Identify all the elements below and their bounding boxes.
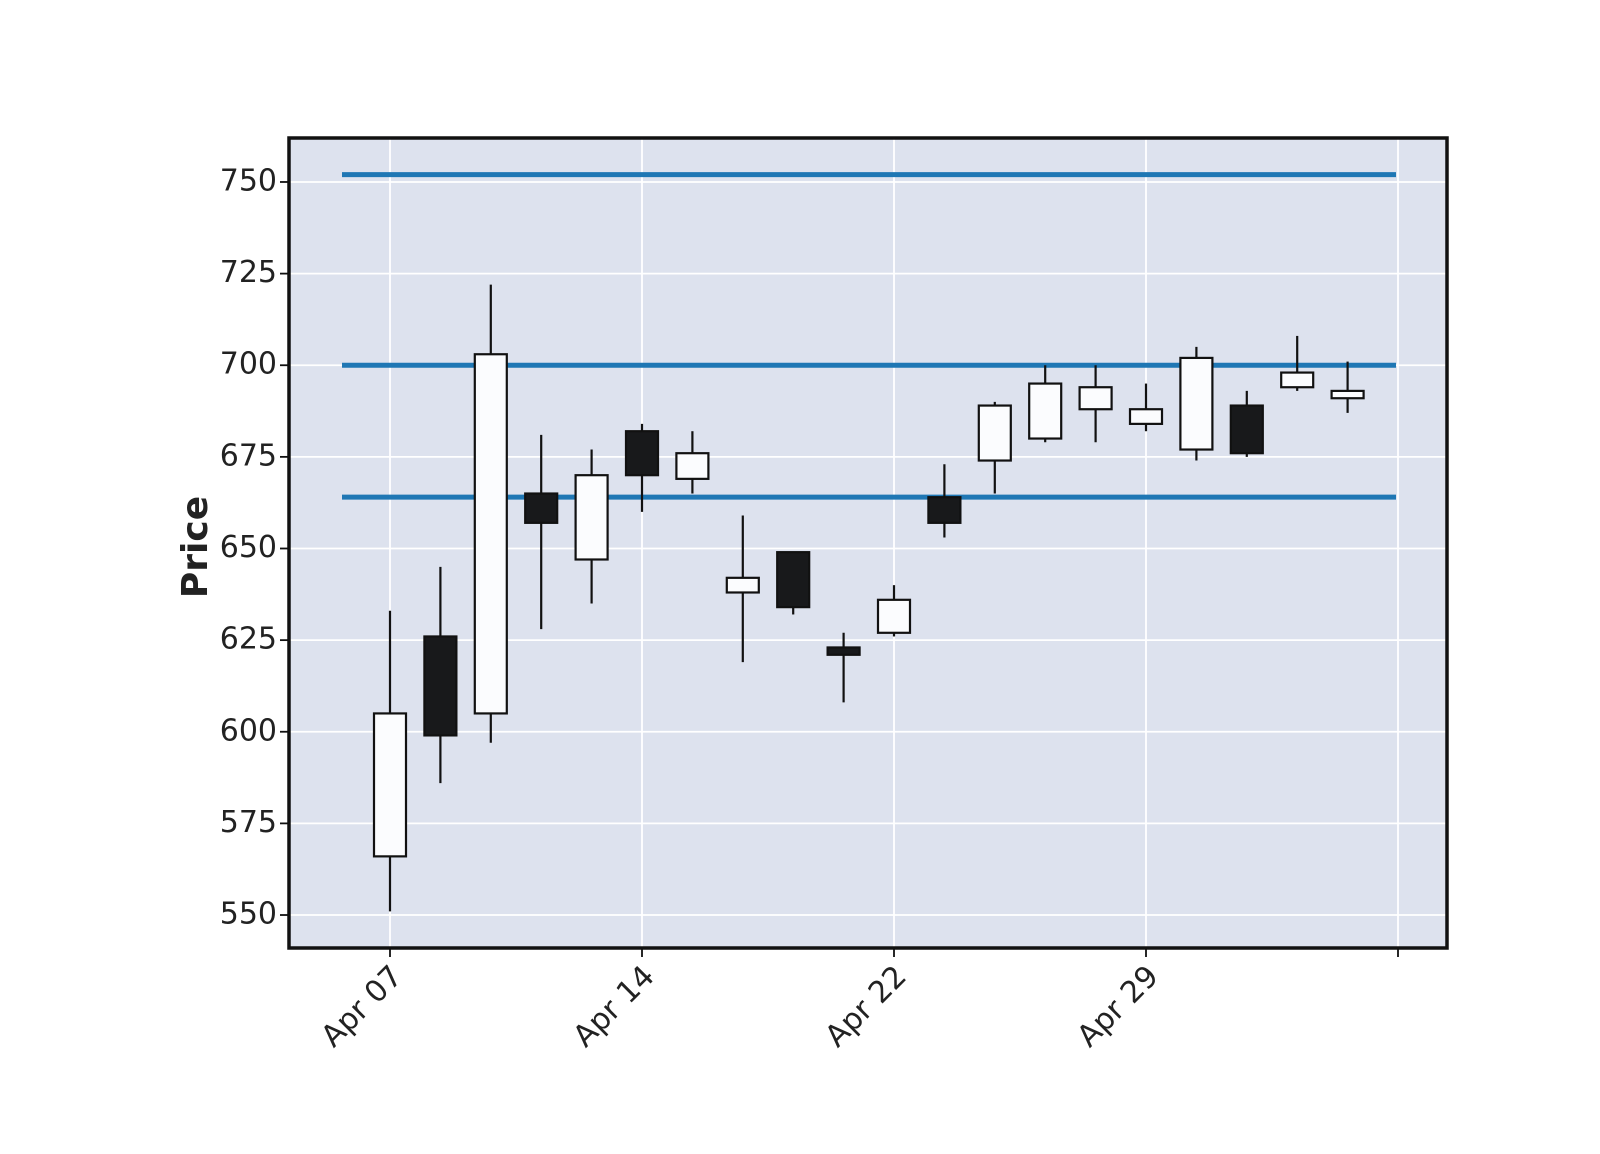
candle	[1179, 346, 1214, 461]
y-tick-label: 650	[220, 530, 277, 565]
y-tick-label: 575	[220, 805, 277, 840]
y-tick-label: 700	[220, 347, 277, 382]
candle	[1330, 361, 1365, 413]
candle-body-up	[1330, 389, 1365, 400]
candle-body-down	[927, 496, 962, 524]
candle-body-up	[473, 353, 508, 715]
candle	[1280, 335, 1315, 391]
candle	[1078, 365, 1113, 443]
candle-body-down	[776, 551, 811, 609]
candle-body-down	[423, 635, 458, 737]
candle	[473, 284, 508, 743]
candle	[776, 551, 811, 615]
candle-body-down	[1229, 404, 1264, 455]
candle-body-up	[1028, 382, 1063, 440]
candle-body-up	[574, 474, 609, 561]
candle-body-up	[1280, 371, 1315, 389]
x-tick-label: Apr 14	[566, 959, 661, 1054]
candle	[977, 401, 1012, 494]
horizontal-levels	[342, 172, 1396, 500]
candle-body-up	[675, 452, 710, 480]
candle	[927, 464, 962, 538]
candle	[624, 423, 660, 512]
candle	[372, 610, 408, 912]
candle	[876, 585, 912, 637]
y-tick-label: 750	[220, 163, 277, 198]
y-tick-label: 550	[220, 897, 277, 932]
candle	[725, 515, 760, 663]
x-axis-ticks: Apr 07 Apr 14 Apr 22 Apr 29	[314, 948, 1399, 1054]
candle-body-up	[876, 598, 912, 634]
candle	[826, 632, 861, 703]
candle	[524, 434, 559, 630]
candle	[675, 431, 710, 494]
candle-body-up	[1128, 408, 1164, 425]
y-tick-label: 625	[220, 622, 277, 657]
candle-body-up	[725, 576, 760, 594]
y-tick-label: 600	[220, 713, 277, 748]
x-tick-label: Apr 22	[818, 959, 913, 1054]
candle	[1028, 365, 1063, 443]
x-tick-label: Apr 07	[314, 959, 409, 1054]
candle-body-up	[372, 712, 408, 858]
candle-body-up	[1179, 356, 1214, 451]
plot-frame	[287, 136, 1449, 950]
candle-body-down	[826, 646, 861, 656]
candle	[574, 449, 609, 604]
candle-body-up	[977, 404, 1012, 462]
candle	[423, 566, 458, 784]
candle	[1229, 390, 1264, 457]
y-axis-ticks: 550 575 600 625 650 675 700 725 750	[220, 163, 289, 932]
candle	[1128, 383, 1164, 432]
y-tick-label: 675	[220, 438, 277, 473]
y-axis-title: Price	[175, 496, 216, 598]
candles	[372, 284, 1365, 912]
candle-body-down	[624, 430, 660, 477]
candle-body-down	[524, 492, 559, 524]
y-tick-label: 725	[220, 255, 277, 290]
plot-background	[289, 138, 1447, 948]
x-tick-label: Apr 29	[1070, 959, 1165, 1054]
candle-body-up	[1078, 386, 1113, 411]
